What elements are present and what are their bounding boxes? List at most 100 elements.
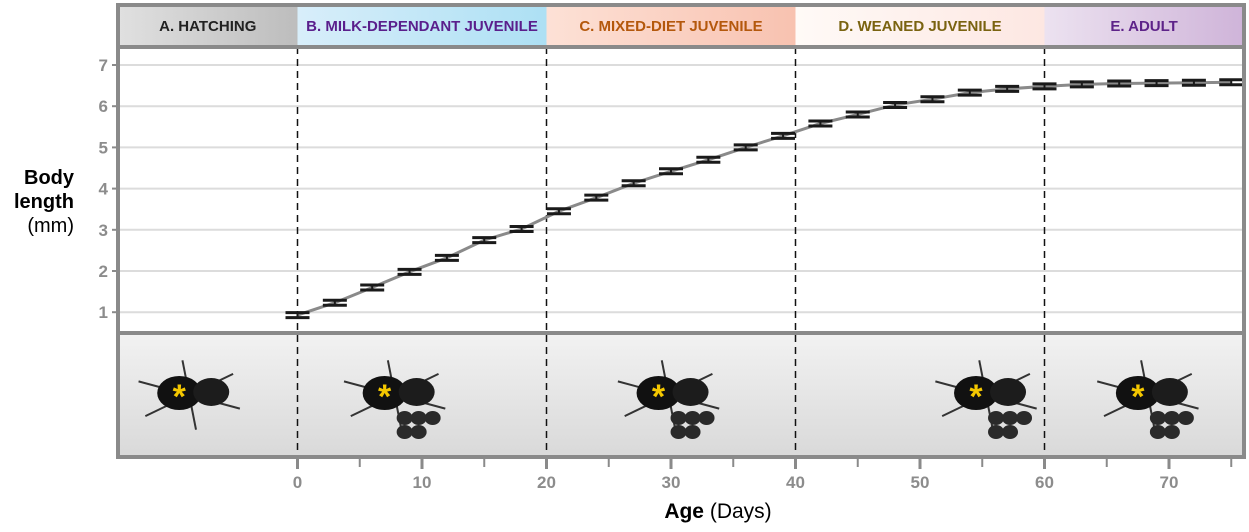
offspring [1149,411,1166,425]
phase-band [118,5,298,47]
asterisk-marker: * [378,378,392,416]
ant-head [990,378,1027,406]
phase-dividers [296,47,1046,463]
ant-photo: * [617,360,720,439]
ant-photo: * [138,360,241,430]
data-point [1219,78,1244,87]
data-point [621,179,646,188]
ant-head [193,378,230,406]
data-point [733,143,758,152]
offspring [410,425,427,439]
x-label-bold: Age [664,500,704,523]
data-point [360,283,385,292]
data-point [1144,79,1169,88]
y-tick-label: 3 [99,221,108,240]
x-tick-label: 0 [293,473,302,492]
phase-label: B. MILK-DEPENDANT JUVENILE [306,18,538,35]
offspring [1163,411,1180,425]
ant-body [1115,376,1160,410]
offspring [424,411,441,425]
asterisk-marker: * [969,378,983,416]
data-point [285,311,310,320]
data-point [957,88,982,97]
y-tick-label: 5 [99,138,108,157]
data-point [397,267,422,276]
x-tick-label: 10 [413,473,432,492]
y-label-line-1: Body [24,167,75,189]
axis-labels: Body length (mm) Age (Days) [14,167,772,523]
plot-border [116,3,1246,459]
data-point [472,236,497,245]
data-point [1181,78,1206,87]
offspring [1149,425,1166,439]
data-point [1032,82,1057,91]
offspring [988,425,1005,439]
y-label-line-3: (mm) [27,215,74,237]
x-label: Age (Days) [664,500,771,523]
offspring [988,411,1005,425]
phase-label: D. WEANED JUVENILE [838,18,1001,35]
y-tick-label: 1 [99,303,108,322]
offspring [410,411,427,425]
asterisk-marker: * [1131,378,1145,416]
data-point [696,155,721,164]
x-tick-label: 20 [537,473,556,492]
x-tick-label: 60 [1035,473,1054,492]
y-tick-label: 7 [99,56,108,75]
y-label-line-2: length [14,191,74,213]
phase-band [1044,5,1244,47]
y-tick-label: 2 [99,262,108,281]
phase-band [297,5,547,47]
offspring [396,411,413,425]
x-tick-label: 30 [662,473,681,492]
x-label-units: (Days) [710,500,772,523]
offspring [1002,411,1019,425]
ant-head [1151,378,1188,406]
offspring [1002,425,1019,439]
offspring [1016,411,1033,425]
data-point [995,84,1020,93]
x-tick-label: 40 [786,473,805,492]
x-tick-label: 70 [1160,473,1179,492]
data-point [546,207,571,216]
data-point [808,119,833,128]
phase-label: A. HATCHING [159,18,256,35]
data-point [883,100,908,109]
offspring [1163,425,1180,439]
series-line [297,80,1232,317]
asterisk-marker: * [173,378,187,416]
ant-body [636,376,681,410]
ant-head [672,378,709,406]
data-point [434,253,459,262]
ant-photo: * [343,360,446,439]
phase-band [546,5,796,47]
ant-photo: * [935,360,1037,439]
offspring [670,411,687,425]
data-point [659,167,683,176]
ant-body [157,376,202,410]
gridlines [118,64,1244,314]
offspring [698,411,715,425]
x-tick-label: 50 [911,473,930,492]
offspring [1177,411,1194,425]
offspring [684,411,701,425]
phase-band [795,5,1045,47]
asterisk-marker: * [652,378,666,416]
data-point [845,110,870,119]
data-point [584,193,609,202]
data-point [920,95,945,104]
ant-photo: * [1096,360,1199,439]
phase-label: E. ADULT [1110,18,1178,35]
offspring [396,425,413,439]
data-point [509,224,534,233]
plot-frame [116,3,1246,459]
y-tick-label: 4 [99,180,109,199]
phase-header: A. HATCHING B. MILK-DEPENDANT JUVENILE C. … [118,5,1244,47]
ant-body [362,376,407,410]
offspring [670,425,687,439]
data-point [322,298,347,307]
phase-label: C. MIXED-DIET JUVENILE [579,18,762,35]
data-point [1107,79,1132,88]
